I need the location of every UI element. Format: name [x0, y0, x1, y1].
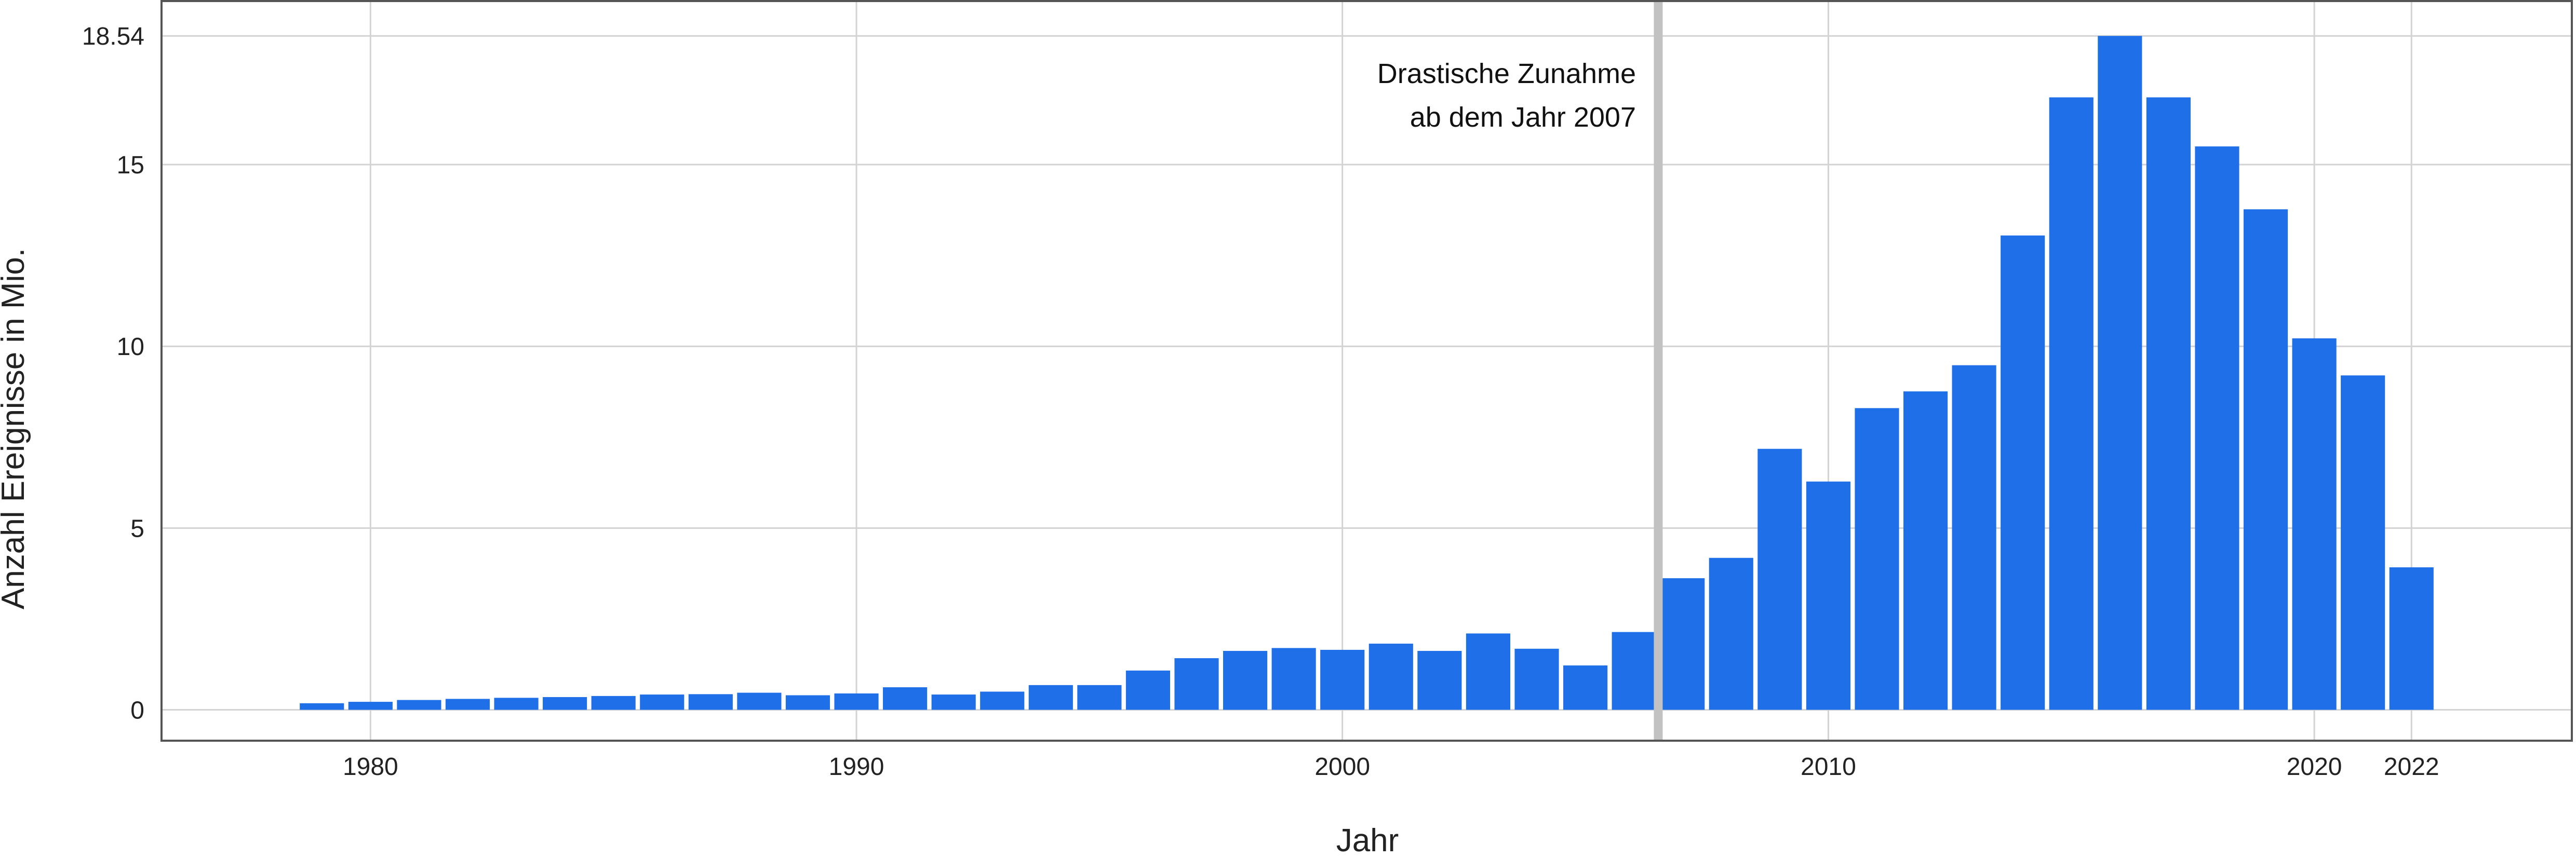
y-tick-label-0: 0 [130, 697, 144, 724]
bar-2000 [1320, 650, 1364, 710]
bar-2007 [1660, 578, 1705, 710]
bar-1991 [883, 687, 927, 710]
bar-2021 [2341, 375, 2385, 710]
bar-2003 [1466, 633, 1510, 710]
y-tick-label-5: 5 [130, 515, 144, 542]
bar-2005 [1563, 665, 1607, 710]
y-axis-title: Anzahl Ereignisse in Mio. [0, 248, 31, 609]
bar-2016 [2098, 36, 2142, 710]
x-tick-label-2010: 2010 [1801, 753, 1856, 781]
x-tick-label-2022: 2022 [2384, 753, 2439, 781]
bar-2017 [2146, 98, 2191, 710]
annotation-line-1: Drastische Zunahme [1377, 58, 1636, 89]
x-tick-label-2000: 2000 [1314, 753, 1370, 781]
x-tick-label-2020: 2020 [2287, 753, 2342, 781]
bar-1989 [786, 695, 830, 710]
bar-1981 [397, 700, 441, 710]
bar-2009 [1757, 449, 1802, 710]
bar-1984 [543, 697, 587, 710]
bar-2012 [1903, 391, 1948, 710]
y-tick-label-15: 15 [117, 152, 144, 179]
bar-1983 [494, 698, 538, 710]
bar-1988 [737, 693, 781, 710]
bar-2020 [2292, 338, 2337, 710]
bar-2015 [2049, 98, 2094, 710]
bar-1994 [1029, 685, 1073, 710]
bar-2010 [1806, 482, 1850, 710]
bar-1992 [932, 694, 976, 710]
bar-1980 [348, 702, 393, 710]
bar-1996 [1126, 671, 1170, 710]
bar-2022 [2390, 567, 2434, 710]
bar-1993 [980, 691, 1024, 710]
bar-1982 [446, 699, 490, 710]
x-axis-title: Jahr [1336, 823, 1399, 858]
bar-2014 [2001, 236, 2045, 710]
bar-1985 [592, 696, 636, 710]
bar-1986 [640, 694, 684, 710]
y-tick-label-10: 10 [117, 333, 144, 361]
bar-1995 [1077, 685, 1121, 710]
bar-2013 [1952, 365, 1996, 710]
x-tick-label-1980: 1980 [343, 753, 398, 781]
bar-2019 [2244, 209, 2288, 710]
bar-2018 [2195, 146, 2239, 710]
bar-1998 [1223, 651, 1267, 710]
bar-2001 [1369, 644, 1413, 710]
bar-2002 [1417, 651, 1461, 710]
bar-1990 [834, 693, 878, 710]
bar-1979 [300, 703, 344, 710]
y-tick-label-18.54: 18.54 [82, 23, 144, 50]
bar-2006 [1612, 632, 1656, 710]
bar-1987 [689, 694, 733, 710]
bar-1999 [1272, 648, 1316, 710]
annotation-line-2: ab dem Jahr 2007 [1410, 102, 1636, 133]
bar-1997 [1174, 658, 1218, 710]
x-tick-label-1990: 1990 [829, 753, 884, 781]
bar-2004 [1514, 649, 1559, 710]
bar-2008 [1709, 558, 1753, 710]
bar-2011 [1855, 408, 1899, 710]
